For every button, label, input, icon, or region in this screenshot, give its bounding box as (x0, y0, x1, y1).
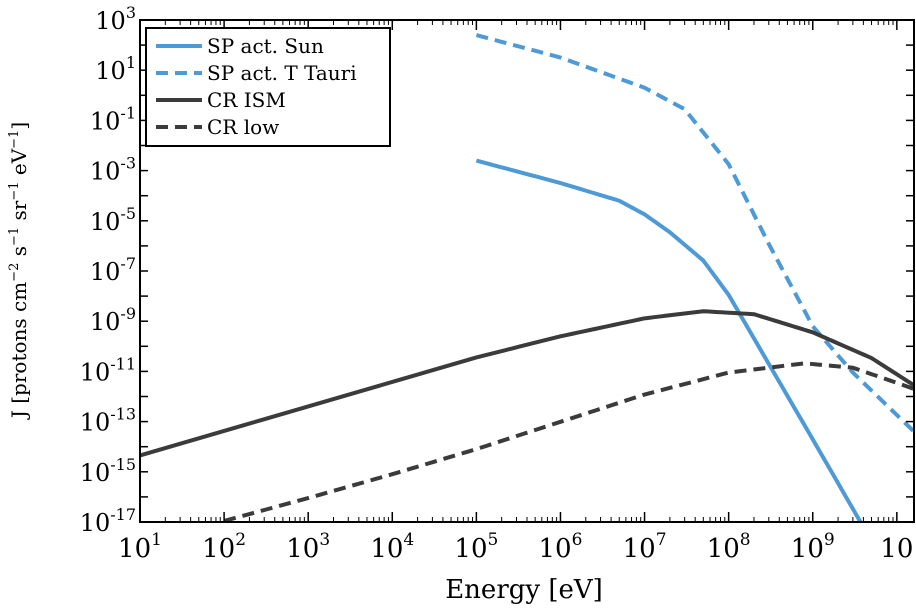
legend-label-sp-sun: SP act. Sun (207, 34, 324, 58)
y-tick-label: 10-9 (90, 304, 136, 336)
x-tick-label: 109 (791, 530, 835, 564)
y-tick-label: 10-1 (90, 103, 136, 135)
y-axis-label: J [protons cm−2 s−1 sr−1 eV−1] (7, 122, 31, 420)
x-tick-label: 106 (539, 530, 583, 564)
legend-label-sp-ttauri: SP act. T Tauri (207, 61, 357, 85)
y-tick-label: 103 (95, 3, 136, 35)
y-tick-label: 10-17 (80, 505, 136, 537)
series-line-0 (475, 158, 901, 522)
legend-label-cr-ism: CR ISM (207, 88, 286, 112)
x-tick-label: 107 (623, 530, 667, 564)
y-tick-label: 101 (95, 53, 136, 85)
y-tick-label: 10-15 (80, 455, 136, 487)
x-tick-label: 104 (370, 530, 414, 564)
y-tick-label: 10-3 (90, 154, 136, 186)
x-tick-label: 103 (286, 530, 330, 564)
x-tick-label: 102 (202, 530, 246, 564)
legend-label-cr-low: CR low (207, 115, 279, 139)
series-line-2 (140, 309, 914, 458)
legend: SP act. Sun SP act. T Tauri CR ISM CR lo… (145, 27, 391, 147)
series-line-3 (223, 361, 914, 522)
x-tick-label: 10 (880, 534, 913, 564)
y-tick-label: 10-5 (90, 204, 136, 236)
x-tick-label: 105 (454, 530, 498, 564)
y-tick-label: 10-13 (80, 405, 136, 437)
y-tick-label: 10-11 (80, 354, 136, 386)
series-line-1 (475, 33, 914, 434)
x-axis-label: Energy [eV] (445, 575, 603, 605)
y-tick-label: 10-7 (90, 254, 136, 286)
x-tick-label: 108 (707, 530, 751, 564)
x-tick-label: 101 (118, 530, 162, 564)
